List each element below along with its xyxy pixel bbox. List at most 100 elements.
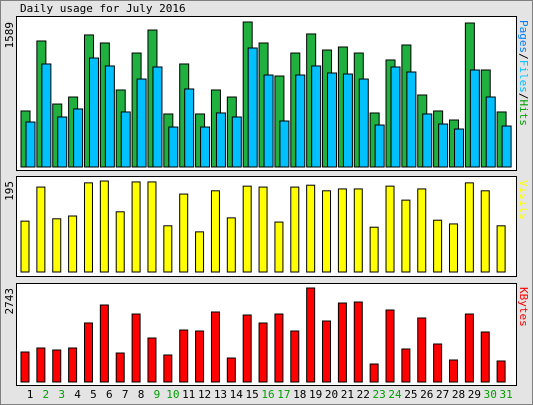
legend-entry: KBytes xyxy=(517,287,530,327)
bar xyxy=(68,215,78,273)
bar xyxy=(433,219,443,273)
bar xyxy=(385,309,395,383)
bar xyxy=(464,182,474,273)
x-tick-label: 20 xyxy=(325,388,338,401)
bar xyxy=(337,302,347,383)
bar xyxy=(36,186,46,273)
x-tick-label: 25 xyxy=(404,388,417,401)
y-tick-label: 195 xyxy=(3,181,16,201)
bar xyxy=(353,301,363,383)
x-tick-label: 19 xyxy=(309,388,322,401)
x-tick-label: 27 xyxy=(436,388,449,401)
x-tick-label: 6 xyxy=(106,388,113,401)
bar xyxy=(226,357,236,383)
bar xyxy=(417,188,427,273)
x-tick-label: 15 xyxy=(246,388,259,401)
bar xyxy=(195,330,205,383)
bar xyxy=(242,314,252,383)
legend-entry: / xyxy=(517,53,530,60)
bar xyxy=(385,185,395,273)
bar xyxy=(311,65,322,168)
bar xyxy=(247,47,258,168)
x-tick-label: 13 xyxy=(214,388,227,401)
x-tick-label: 1 xyxy=(27,388,34,401)
bar xyxy=(327,72,338,168)
bar xyxy=(358,78,369,168)
bar xyxy=(342,73,353,168)
bar xyxy=(52,218,62,273)
bar xyxy=(263,74,274,168)
legend-entry: Files xyxy=(517,60,530,93)
x-tick-label: 2 xyxy=(43,388,50,401)
bar xyxy=(226,217,236,273)
bar xyxy=(41,63,52,168)
bar xyxy=(374,124,385,168)
bar xyxy=(73,108,84,168)
bar xyxy=(147,181,157,273)
bar xyxy=(210,190,220,273)
bar xyxy=(279,120,290,168)
bar xyxy=(120,111,131,168)
bar xyxy=(496,360,506,383)
bar xyxy=(147,337,157,383)
x-tick-label: 31 xyxy=(499,388,512,401)
bar xyxy=(231,116,242,168)
y-tick-label: 2743 xyxy=(3,288,16,315)
bar xyxy=(99,180,109,273)
bar xyxy=(68,347,78,383)
bar xyxy=(369,226,379,273)
x-tick-label: 24 xyxy=(388,388,402,401)
bar xyxy=(242,185,252,273)
bar xyxy=(469,69,480,168)
legend-entry: / xyxy=(517,93,530,100)
bar xyxy=(163,354,173,383)
bar xyxy=(485,96,496,168)
bar xyxy=(480,190,490,273)
bar xyxy=(448,223,458,273)
bar xyxy=(200,126,211,168)
bar xyxy=(422,113,433,168)
legend-entry: Visits xyxy=(517,180,530,220)
bar xyxy=(496,225,506,273)
x-tick-label: 8 xyxy=(138,388,145,401)
bar xyxy=(401,199,411,273)
x-tick-label: 9 xyxy=(154,388,161,401)
bar xyxy=(274,313,284,383)
x-tick-label: 4 xyxy=(74,388,81,401)
x-tick-label: 21 xyxy=(341,388,354,401)
x-tick-label: 10 xyxy=(166,388,179,401)
bar xyxy=(215,112,226,168)
bar xyxy=(322,320,332,383)
bar xyxy=(337,188,347,273)
bar xyxy=(210,311,220,383)
bar xyxy=(406,71,417,168)
bar xyxy=(448,359,458,383)
bar xyxy=(104,65,115,168)
bar xyxy=(83,182,93,273)
x-tick-label: 28 xyxy=(452,388,465,401)
bar xyxy=(168,126,179,168)
bar xyxy=(306,184,316,273)
x-tick-label: 30 xyxy=(484,388,497,401)
bar xyxy=(258,322,268,383)
bar xyxy=(480,331,490,383)
x-tick-label: 26 xyxy=(420,388,433,401)
bar xyxy=(184,88,195,168)
x-tick-label: 12 xyxy=(198,388,211,401)
bar xyxy=(88,57,99,168)
bar xyxy=(369,363,379,383)
bar xyxy=(417,317,427,383)
bar xyxy=(258,186,268,273)
bar xyxy=(115,211,125,273)
bar xyxy=(179,329,189,383)
x-tick-label: 11 xyxy=(182,388,195,401)
x-tick-label: 22 xyxy=(357,388,370,401)
x-tick-label: 5 xyxy=(90,388,97,401)
bar xyxy=(195,231,205,273)
bar xyxy=(136,78,147,168)
bar xyxy=(353,188,363,273)
bar xyxy=(131,313,141,383)
bar xyxy=(99,304,109,383)
bar xyxy=(163,225,173,273)
